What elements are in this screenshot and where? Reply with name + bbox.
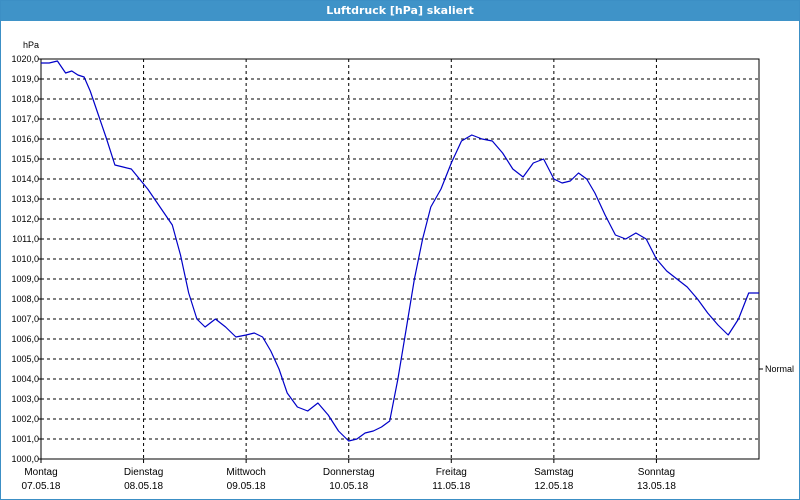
y-tick-label: 1018,0 — [11, 94, 39, 104]
x-tick-day: Samstag — [534, 467, 573, 478]
y-tick-label: 1012,0 — [11, 214, 39, 224]
x-tick-day: Sonntag — [638, 467, 675, 478]
y-tick-label: 1002,0 — [11, 414, 39, 424]
y-tick-label: 1020,0 — [11, 54, 39, 64]
y-tick-label: 1013,0 — [11, 194, 39, 204]
y-tick-label: 1005,0 — [11, 354, 39, 364]
x-tick-date: 11.05.18 — [432, 481, 471, 492]
x-tick-date: 09.05.18 — [227, 481, 266, 492]
y-tick-label: 1003,0 — [11, 394, 39, 404]
x-tick-date: 13.05.18 — [637, 481, 676, 492]
y-tick-label: 1004,0 — [11, 374, 39, 384]
y-tick-label: 1007,0 — [11, 314, 39, 324]
y-tick-label: 1017,0 — [11, 114, 39, 124]
y-tick-label: 1006,0 — [11, 334, 39, 344]
x-tick-date: 12.05.18 — [534, 481, 573, 492]
y-tick-label: 1019,0 — [11, 74, 39, 84]
y-tick-label: 1014,0 — [11, 174, 39, 184]
x-tick-day: Dienstag — [124, 467, 163, 478]
y-tick-label: 1008,0 — [11, 294, 39, 304]
pressure-line — [41, 60, 759, 442]
x-tick-day: Mittwoch — [226, 467, 265, 478]
y-tick-label: 1015,0 — [11, 154, 39, 164]
x-tick-day: Montag — [24, 467, 57, 478]
x-tick-day: Donnerstag — [323, 467, 375, 478]
reference-label: Normal — [765, 364, 794, 374]
x-tick-day: Freitag — [436, 467, 467, 478]
y-tick-label: 1011,0 — [12, 234, 39, 244]
plot-frame — [40, 58, 760, 460]
y-axis-label: hPa — [23, 40, 39, 50]
y-tick-label: 1016,0 — [11, 134, 39, 144]
x-tick-date: 07.05.18 — [22, 481, 61, 492]
y-tick-label: 1000,0 — [11, 454, 39, 464]
x-tick-date: 10.05.18 — [329, 481, 368, 492]
x-tick-date: 08.05.18 — [124, 481, 163, 492]
window-title: Luftdruck [hPa] skaliert — [1, 1, 799, 21]
y-tick-label: 1009,0 — [11, 274, 39, 284]
y-tick-label: 1001,0 — [11, 434, 39, 444]
y-tick-label: 1010,0 — [11, 254, 39, 264]
